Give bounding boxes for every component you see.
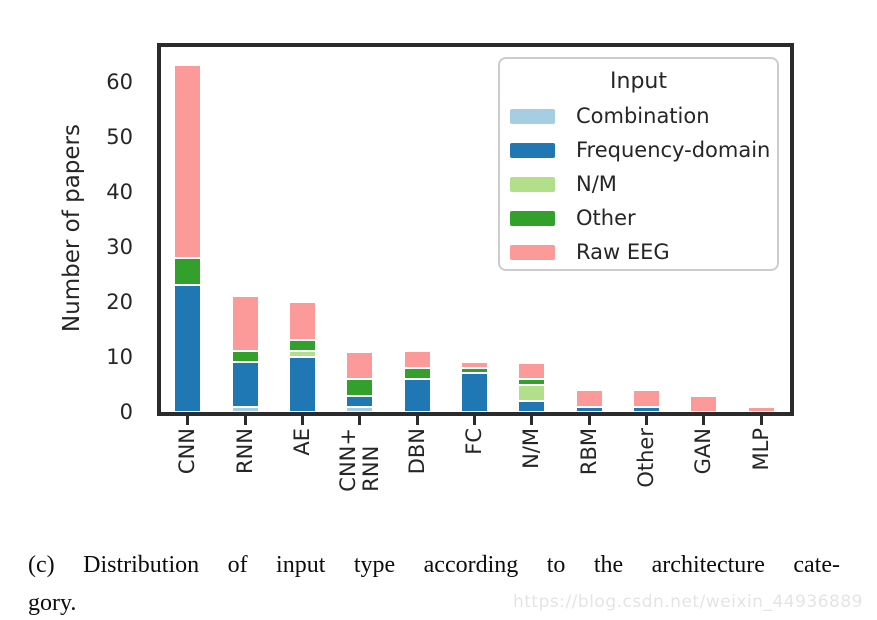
y-tick-label-50: 50 bbox=[106, 124, 133, 149]
bar-segment-frequency-domain-fc bbox=[461, 373, 488, 412]
bar-segment-raw-eeg-gan bbox=[690, 395, 718, 412]
watermark-url: https://blog.csdn.net/weixin_44936889 bbox=[512, 592, 863, 612]
bar-segment-other-dbn bbox=[403, 368, 431, 379]
bar-segment-raw-eeg-other bbox=[633, 390, 661, 407]
bar-segment-other-ae bbox=[288, 340, 316, 352]
caption-line-1: (c) Distribution of input type according… bbox=[28, 552, 840, 578]
plot-area bbox=[159, 45, 790, 412]
y-tick-label-30: 30 bbox=[106, 234, 133, 259]
y-tick-label-60: 60 bbox=[106, 69, 133, 94]
legend-swatch-raw-eeg bbox=[510, 244, 555, 260]
x-tick-mark-cnn bbox=[186, 415, 190, 425]
legend-label-n-m: N/M bbox=[576, 172, 617, 196]
bar-segment-other-n-m bbox=[518, 379, 546, 385]
bar-segment-raw-eeg-cnn bbox=[174, 65, 202, 258]
x-tick-mark-rbm bbox=[587, 415, 591, 425]
caption-line-2: gory. bbox=[28, 590, 77, 616]
x-tick-mark-gan bbox=[702, 415, 706, 425]
bar-segment-raw-eeg-mlp bbox=[747, 406, 775, 412]
bar-segment-raw-eeg-rbm bbox=[575, 390, 603, 407]
bar-segment-frequency-domain-other bbox=[633, 406, 661, 412]
legend-label-frequency-domain: Frequency-domain bbox=[576, 138, 771, 162]
bar-segment-raw-eeg-ae bbox=[288, 301, 316, 341]
legend: Input Combination Frequency-domain N/M Othe… bbox=[498, 57, 779, 271]
x-tick-mark-cnn-rnn bbox=[358, 415, 362, 425]
bar-segment-other-fc bbox=[461, 367, 488, 374]
legend-swatch-combination bbox=[510, 108, 555, 124]
bar-segment-other-cnn bbox=[174, 257, 202, 286]
figure-caption: (c) Distribution of input type according… bbox=[28, 546, 840, 620]
bar-segment-combination-cnn-rnn bbox=[346, 406, 374, 412]
y-tick-label-0: 0 bbox=[119, 400, 133, 424]
bar-segment-frequency-domain-n-m bbox=[518, 401, 546, 412]
y-tick-label-40: 40 bbox=[106, 179, 133, 204]
legend-item-other: Other bbox=[500, 201, 777, 235]
legend-swatch-frequency-domain bbox=[510, 142, 555, 158]
y-tick-label-10: 10 bbox=[106, 344, 133, 369]
bar-segment-frequency-domain-rbm bbox=[575, 406, 603, 412]
bar-segment-raw-eeg-rnn bbox=[231, 296, 259, 352]
x-tick-label-mlp: MLP bbox=[748, 428, 773, 471]
legend-title: Input bbox=[610, 69, 667, 94]
legend-items: Combination Frequency-domain N/M Other Raw E… bbox=[500, 99, 777, 269]
y-tick-label-20: 20 bbox=[106, 289, 133, 314]
legend-swatch-n-m bbox=[510, 176, 555, 192]
x-tick-mark-mlp bbox=[759, 415, 763, 425]
x-tick-mark-n-m bbox=[530, 415, 534, 425]
bar-segment-raw-eeg-dbn bbox=[403, 351, 431, 368]
legend-label-combination: Combination bbox=[576, 104, 710, 128]
x-tick-label-box-mlp: MLP bbox=[701, 428, 821, 470]
bar-segment-raw-eeg-cnn-rnn bbox=[346, 351, 374, 379]
legend-label-raw-eeg: Raw EEG bbox=[576, 240, 670, 264]
x-tick-mark-ae bbox=[300, 415, 304, 425]
bar-segment-combination-rnn bbox=[231, 406, 259, 412]
bar-segment-raw-eeg-fc bbox=[461, 362, 488, 368]
x-tick-mark-dbn bbox=[415, 415, 419, 425]
bar-segment-raw-eeg-n-m bbox=[518, 362, 546, 379]
x-tick-mark-fc bbox=[473, 415, 476, 425]
bar-segment-frequency-domain-cnn bbox=[174, 285, 202, 412]
bar-segment-frequency-domain-cnn-rnn bbox=[346, 395, 374, 407]
bar-segment-n-m-ae bbox=[288, 351, 316, 357]
legend-swatch-other bbox=[510, 210, 555, 226]
bar-segment-n-m-n-m bbox=[518, 384, 546, 401]
x-tick-mark-other bbox=[645, 415, 649, 425]
bar-segment-frequency-domain-dbn bbox=[403, 379, 431, 412]
bar-segment-frequency-domain-rnn bbox=[231, 362, 259, 407]
legend-item-combination: Combination bbox=[500, 99, 777, 133]
legend-item-raw-eeg: Raw EEG bbox=[500, 235, 777, 269]
legend-label-other: Other bbox=[576, 206, 636, 230]
x-tick-mark-rnn bbox=[243, 415, 247, 425]
legend-item-n-m: N/M bbox=[500, 167, 777, 201]
legend-item-frequency-domain: Frequency-domain bbox=[500, 133, 777, 167]
bar-segment-other-cnn-rnn bbox=[346, 379, 374, 396]
bar-segment-other-rnn bbox=[231, 351, 259, 363]
bar-segment-frequency-domain-ae bbox=[288, 356, 316, 412]
